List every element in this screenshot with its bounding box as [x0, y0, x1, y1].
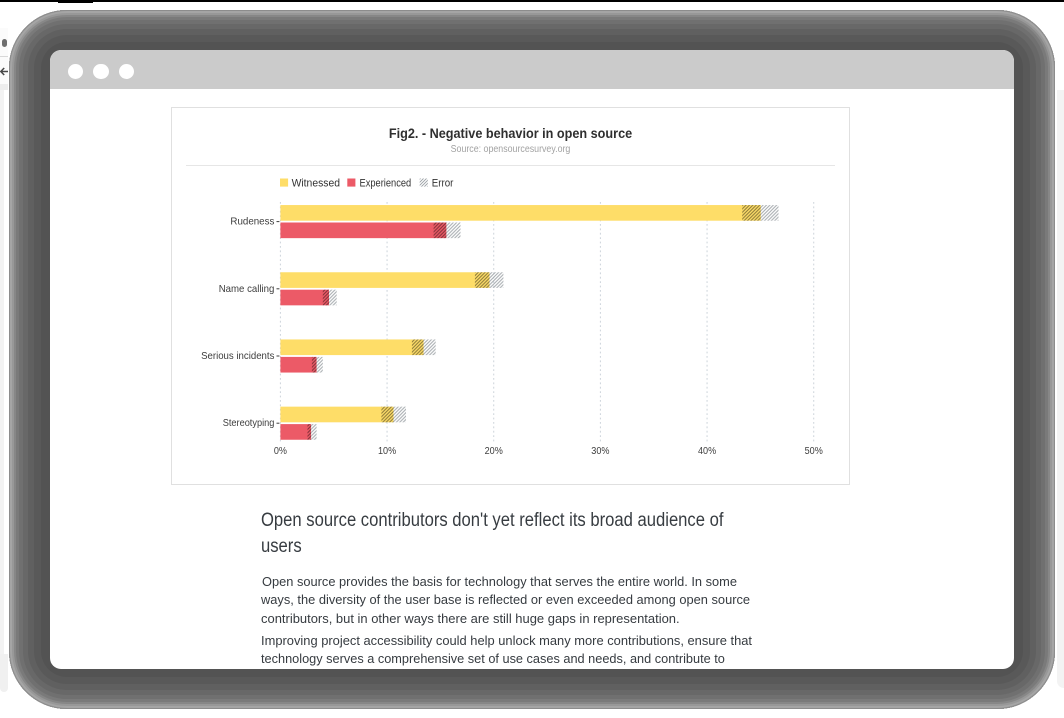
svg-text:Experienced: Experienced: [360, 177, 412, 189]
svg-text:0%: 0%: [274, 446, 287, 457]
svg-text:Serious incidents: Serious incidents: [202, 350, 275, 362]
svg-text:Stereotyping: Stereotyping: [223, 417, 275, 429]
svg-text:50%: 50%: [805, 446, 823, 457]
svg-text:Fig2. - Negative behavior in o: Fig2. - Negative behavior in open source: [389, 126, 633, 141]
svg-text:30%: 30%: [592, 446, 610, 457]
svg-text:20%: 20%: [485, 446, 503, 457]
svg-text:Name calling: Name calling: [219, 282, 275, 294]
svg-text:Rudeness: Rudeness: [231, 215, 275, 227]
svg-text:Source: opensourcesurvey.org: Source: opensourcesurvey.org: [451, 143, 571, 155]
svg-text:Witnessed: Witnessed: [292, 177, 340, 189]
svg-text:Error: Error: [432, 177, 454, 189]
svg-text:10%: 10%: [378, 446, 396, 457]
svg-text:40%: 40%: [698, 446, 716, 457]
